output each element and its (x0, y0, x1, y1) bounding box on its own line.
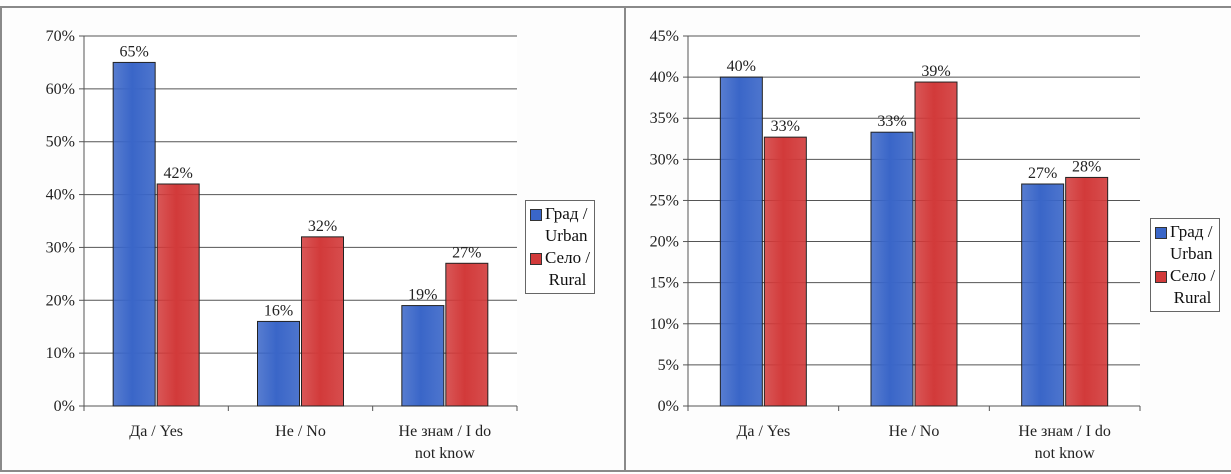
y-tick-label: 25% (650, 192, 679, 209)
legend-item-urban: Град / Urban (530, 203, 590, 247)
bar-rural (1065, 176, 1109, 407)
data-label: 19% (408, 287, 437, 304)
legend-label-urban-line1: Град / (1170, 222, 1213, 241)
y-tick-label: 45% (650, 28, 679, 45)
legend-item-urban: Град / Urban (1155, 221, 1215, 265)
data-label: 33% (771, 118, 800, 135)
x-category-label: Не / No (889, 423, 940, 440)
bar-rural (301, 236, 344, 407)
y-tick-label: 70% (46, 28, 75, 45)
x-category-label: Не знам / I do not know (1018, 423, 1111, 462)
y-tick-label: 10% (46, 345, 75, 362)
y-tick-label: 40% (650, 69, 679, 86)
y-tick-label: 60% (46, 81, 75, 98)
legend-swatch-rural (1155, 271, 1167, 283)
chart-1-svg: 0% 10% 20% 30% 40% 50% 60% 70% 65% 42% Да / Yes 16%… (46, 28, 518, 462)
chart-2-svg: 0% 5% 10% 15% 20% 25% 30% 35% 40% 45% 40% 33% Да / Y… (650, 28, 1141, 462)
bar-rural (445, 262, 489, 407)
x-category-label: Да / Yes (129, 423, 183, 440)
legend-label-urban-line2: Urban (1170, 244, 1213, 263)
data-label: 27% (452, 244, 481, 261)
x-category-label: Не знам / I do not know (399, 423, 492, 462)
y-tick-label: 15% (650, 275, 679, 292)
chart-panel-1: 0% 10% 20% 30% 40% 50% 60% 70% 65% 42% Да / Yes 16%… (0, 6, 627, 472)
chart-1-legend: Град / Urban Село / Rural (525, 200, 596, 294)
y-tick-label: 30% (650, 151, 679, 168)
bar-rural (763, 136, 807, 407)
legend-label-rural-line1: Село / (1170, 266, 1216, 285)
bar-rural (914, 81, 958, 407)
legend-item-rural: Село / Rural (530, 247, 590, 291)
data-label: 32% (308, 218, 337, 235)
y-tick-label: 30% (46, 239, 75, 256)
y-tick-label: 10% (650, 316, 679, 333)
bar-urban (719, 76, 763, 407)
legend-swatch-urban (530, 209, 542, 221)
y-tick-label: 0% (658, 398, 679, 415)
y-tick-label: 35% (650, 110, 679, 127)
legend-label-urban-line2: Urban (545, 226, 588, 245)
legend-item-rural: Село / Rural (1155, 265, 1215, 309)
legend-label-urban-line1: Град / (545, 204, 588, 223)
data-label: 16% (264, 302, 293, 319)
legend-swatch-urban (1155, 227, 1167, 239)
bar-urban (257, 320, 300, 407)
data-label: 65% (120, 43, 149, 60)
plot-area (688, 36, 1140, 406)
data-label: 42% (164, 165, 193, 182)
y-tick-label: 5% (658, 357, 679, 374)
x-category-label: Да / Yes (736, 423, 790, 440)
y-tick-label: 20% (46, 292, 75, 309)
data-label: 27% (1028, 165, 1057, 182)
bar-urban (1021, 183, 1065, 407)
legend-label-rural-line1: Село / (545, 248, 591, 267)
data-label: 28% (1072, 158, 1101, 175)
legend-swatch-rural (530, 253, 542, 265)
data-label: 40% (727, 58, 756, 75)
data-label: 33% (877, 113, 906, 130)
bar-urban (112, 61, 156, 407)
legend-label-rural-line2: Rural (1173, 288, 1212, 307)
bar-urban (870, 131, 914, 407)
y-tick-label: 0% (54, 398, 75, 415)
chart-panel-2: 0% 5% 10% 15% 20% 25% 30% 35% 40% 45% 40% 33% Да / Y… (624, 6, 1231, 472)
y-tick-label: 20% (650, 234, 679, 251)
legend-label-rural-line2: Rural (548, 270, 587, 289)
y-tick-label: 50% (46, 134, 75, 151)
bar-urban (401, 305, 445, 407)
data-label: 39% (921, 63, 950, 80)
plot-area (84, 36, 517, 406)
x-category-label: Не / No (275, 423, 326, 440)
y-tick-label: 40% (46, 187, 75, 204)
chart-2-legend: Град / Urban Село / Rural (1150, 218, 1221, 312)
bar-rural (156, 183, 200, 407)
